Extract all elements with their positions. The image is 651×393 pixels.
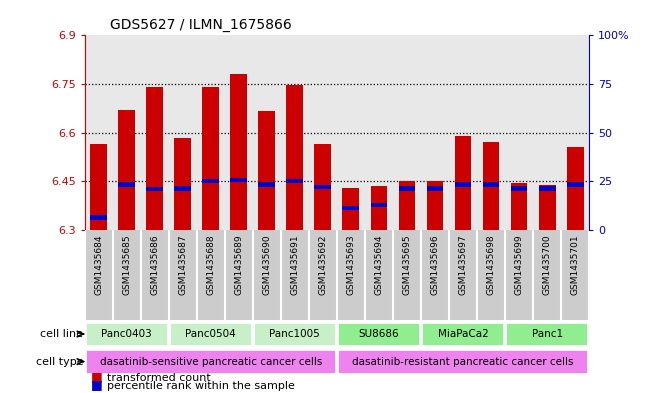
Text: GSM1435698: GSM1435698 xyxy=(486,234,495,295)
Text: GSM1435684: GSM1435684 xyxy=(94,234,103,295)
Bar xyxy=(454,182,471,187)
Bar xyxy=(202,179,219,184)
Text: GDS5627 / ILMN_1675866: GDS5627 / ILMN_1675866 xyxy=(110,18,292,31)
Text: GSM1435690: GSM1435690 xyxy=(262,234,271,295)
Bar xyxy=(202,87,219,230)
Text: GSM1435700: GSM1435700 xyxy=(543,234,551,295)
Bar xyxy=(314,185,331,189)
Text: percentile rank within the sample: percentile rank within the sample xyxy=(107,381,296,391)
Bar xyxy=(505,321,588,347)
Bar xyxy=(342,206,359,210)
Text: Panc0403: Panc0403 xyxy=(102,329,152,339)
Bar xyxy=(258,182,275,187)
Text: GSM1435701: GSM1435701 xyxy=(571,234,579,295)
Bar xyxy=(146,87,163,230)
Text: cell line: cell line xyxy=(40,329,83,339)
Text: Panc0504: Panc0504 xyxy=(186,329,236,339)
Text: dasatinib-sensitive pancreatic cancer cells: dasatinib-sensitive pancreatic cancer ce… xyxy=(100,356,322,367)
Bar xyxy=(230,73,247,230)
Bar xyxy=(85,321,167,347)
Bar xyxy=(426,186,443,191)
Bar xyxy=(539,186,555,191)
Text: GSM1435697: GSM1435697 xyxy=(458,234,467,295)
Bar xyxy=(398,181,415,230)
Bar xyxy=(454,136,471,230)
Bar xyxy=(253,321,336,347)
Text: ■: ■ xyxy=(91,378,103,391)
Text: GSM1435696: GSM1435696 xyxy=(430,234,439,295)
Bar xyxy=(539,185,555,230)
Text: Panc1005: Panc1005 xyxy=(270,329,320,339)
Bar xyxy=(85,349,336,374)
Bar xyxy=(342,188,359,230)
Text: Panc1: Panc1 xyxy=(532,329,562,339)
Text: GSM1435689: GSM1435689 xyxy=(234,234,243,295)
Bar xyxy=(421,321,504,347)
Text: GSM1435693: GSM1435693 xyxy=(346,234,355,295)
Bar xyxy=(118,110,135,230)
Bar xyxy=(482,182,499,187)
Bar xyxy=(337,349,588,374)
Text: SU8686: SU8686 xyxy=(359,329,399,339)
Bar xyxy=(286,84,303,230)
Text: GSM1435692: GSM1435692 xyxy=(318,234,327,295)
Bar xyxy=(370,186,387,230)
Bar xyxy=(90,144,107,230)
Bar xyxy=(258,110,275,230)
Bar xyxy=(337,321,420,347)
Bar xyxy=(398,186,415,191)
Bar xyxy=(174,138,191,230)
Text: ■: ■ xyxy=(91,370,103,383)
Bar xyxy=(286,178,303,183)
Bar xyxy=(567,182,583,187)
Text: GSM1435686: GSM1435686 xyxy=(150,234,159,295)
Text: GSM1435699: GSM1435699 xyxy=(514,234,523,295)
Bar xyxy=(118,182,135,187)
Text: GSM1435685: GSM1435685 xyxy=(122,234,131,295)
Bar xyxy=(567,147,583,230)
Bar xyxy=(482,142,499,230)
Bar xyxy=(370,202,387,207)
Bar xyxy=(90,215,107,220)
Text: GSM1435687: GSM1435687 xyxy=(178,234,187,295)
Text: GSM1435688: GSM1435688 xyxy=(206,234,215,295)
Text: MiaPaCa2: MiaPaCa2 xyxy=(437,329,488,339)
Text: GSM1435691: GSM1435691 xyxy=(290,234,299,295)
Text: dasatinib-resistant pancreatic cancer cells: dasatinib-resistant pancreatic cancer ce… xyxy=(352,356,574,367)
Bar xyxy=(230,178,247,182)
Text: transformed count: transformed count xyxy=(107,373,211,383)
Text: GSM1435695: GSM1435695 xyxy=(402,234,411,295)
Bar xyxy=(146,187,163,191)
Bar xyxy=(169,321,252,347)
Text: cell type: cell type xyxy=(36,356,83,367)
Text: GSM1435694: GSM1435694 xyxy=(374,234,383,295)
Bar xyxy=(510,183,527,230)
Bar xyxy=(426,181,443,230)
Bar xyxy=(510,186,527,191)
Bar xyxy=(174,186,191,191)
Bar xyxy=(314,144,331,230)
